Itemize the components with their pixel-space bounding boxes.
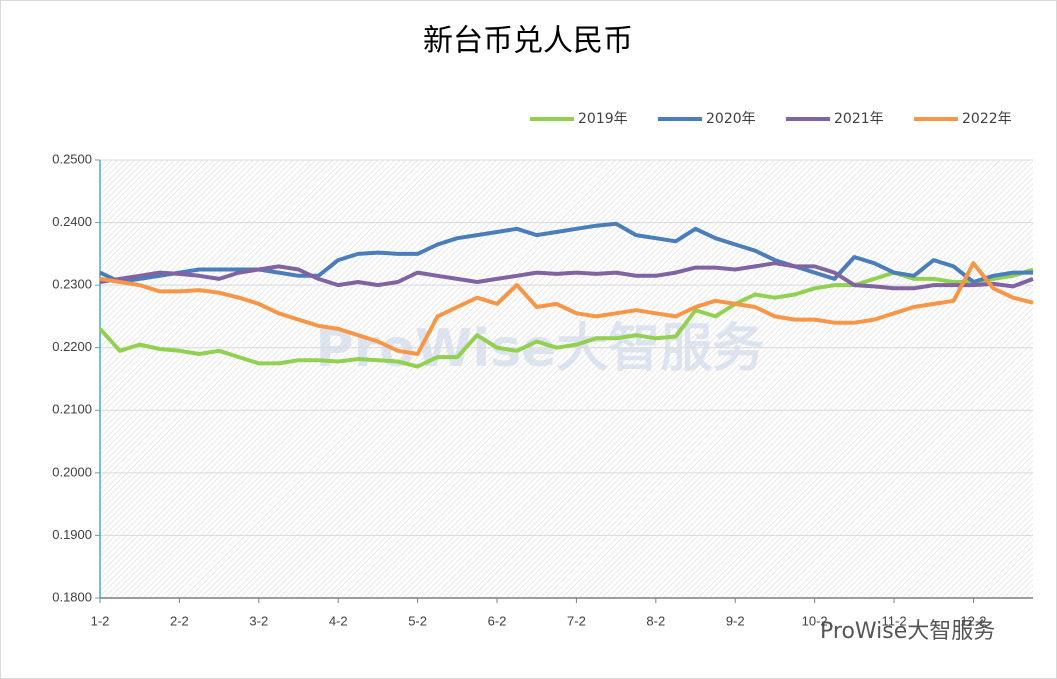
watermark: ProWise大智服务 (316, 319, 765, 379)
y-tick-label: 0.1800 (52, 589, 92, 604)
x-tick-label: 7-2 (567, 613, 586, 628)
x-tick-label: 8-2 (646, 613, 665, 628)
x-tick-label: 3-2 (249, 613, 268, 628)
series-line (99, 261, 1034, 356)
series-line (99, 261, 1034, 291)
x-tick-label: 5-2 (408, 613, 427, 628)
legend-label: 2019年 (578, 111, 628, 127)
x-tick-label: 1-2 (91, 613, 110, 628)
legend-label: 2022年 (962, 111, 1012, 127)
watermark-corner: ProWise大智服务 (820, 619, 995, 644)
plot-area (100, 160, 1033, 598)
y-tick-label: 0.2300 (52, 277, 92, 292)
legend-label: 2020年 (706, 111, 756, 127)
y-tick-label: 0.2100 (52, 402, 92, 417)
y-tick-label: 0.2400 (52, 214, 92, 229)
y-tick-label: 0.2000 (52, 464, 92, 479)
x-tick-label: 6-2 (488, 613, 507, 628)
legend-label: 2021年 (834, 111, 884, 127)
x-tick-label: 12-2 (960, 613, 986, 628)
x-tick-label: 9-2 (726, 613, 745, 628)
y-tick-label: 0.1900 (52, 527, 92, 542)
y-tick-label: 0.2500 (52, 151, 92, 166)
x-tick-label: 11-2 (882, 613, 907, 628)
series-line (98, 267, 1034, 369)
x-tick-label: 10-2 (802, 613, 828, 628)
x-tick-label: 4-2 (329, 613, 348, 628)
y-tick-label: 0.2200 (52, 339, 92, 354)
chart-title: 新台币兑人民币 (423, 24, 633, 59)
x-tick-label: 2-2 (170, 613, 189, 628)
